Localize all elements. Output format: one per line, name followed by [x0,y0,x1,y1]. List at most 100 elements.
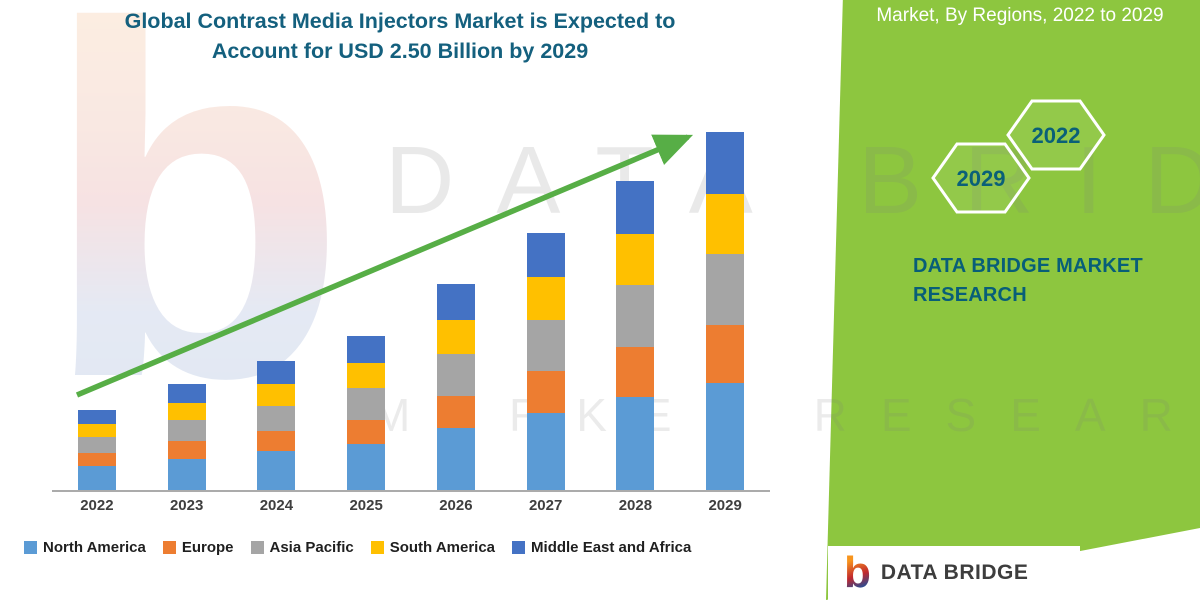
bar-segment [436,319,475,355]
stacked-bar [77,118,116,490]
bar-segment [347,362,386,389]
watermark-text-databridge: DATA BRIDGE [385,127,1200,234]
x-axis-label: 2025 [349,497,383,514]
bar-segment [257,361,296,385]
x-axis-label: 2028 [618,497,653,514]
chart-legend: North America Europe Asia Pacific South Ame… [24,539,691,556]
bar-segment [167,402,206,420]
x-axis-labels: 2022 2023 2024 2025 2026 2027 2028 2029 [52,497,770,514]
bar-segment [77,409,116,425]
watermark-logo-b: b [42,0,347,452]
databridge-logo-icon: b [844,548,871,598]
bar-segment [526,371,565,413]
bar-segment [167,441,206,459]
plot-area [52,118,770,492]
trend-arrow-line [75,134,694,398]
bar-segment [77,465,116,490]
legend-label: Europe [181,539,234,556]
chart-title-line1: Global Contrast Media Injectors Market i… [124,9,676,33]
x-axis-label: 2029 [708,497,742,514]
legend-item: Europe [162,539,234,556]
brand-line2: RESEARCH [913,284,1027,306]
bar-segment [167,384,206,403]
bar-segment [167,419,206,442]
bar-segment [616,346,655,397]
bar-segment [436,395,475,429]
bar-segment [706,325,745,383]
hexagon-2022 [1006,99,1106,171]
legend-item: North America [24,539,146,556]
x-axis-label: 2027 [528,497,563,514]
bar-segment [436,428,475,490]
bar-segment [436,284,475,320]
legend-label: Middle East and Africa [531,539,692,556]
x-axis-label: 2022 [80,497,114,514]
bar-segment [77,452,116,466]
x-axis-label: 2024 [259,497,294,514]
footer-logo-card: b DATA BRIDGE [828,546,1080,600]
bar-segment [616,397,655,490]
hexagon-2022-label: 2022 [1032,123,1081,148]
bar-segment [706,253,745,326]
brand-line1: DATA BRIDGE MARKET [913,255,1143,277]
bar-segment [706,193,745,254]
bar-segment [257,384,296,406]
legend-item: Middle East and Africa [512,539,691,556]
watermark-text-marketresearch: MARKET RESEARCH [372,389,1200,441]
bar-segment [257,431,296,452]
bar-segment [706,132,745,194]
legend-item: Asia Pacific [250,539,354,556]
bar-segment [526,412,565,490]
legend-item: South America [370,539,496,556]
bar-segment [616,180,655,234]
chart-title-line2: Account for USD 2.50 Billion by 2029 [211,39,589,64]
bar-column [321,118,411,490]
bar-segment [77,424,116,438]
bar-segment [526,276,565,320]
hexagon-2029 [931,142,1031,214]
x-axis-label: 2023 [169,497,204,514]
bar-column [52,118,142,490]
bar-segment [436,354,475,396]
legend-swatch [512,541,526,554]
chart-title: Global Contrast Media Injectors Market i… [55,6,745,66]
stacked-bar [706,118,745,490]
bar-column [680,118,770,490]
bar-segment [77,437,116,453]
bar-segment [706,382,745,490]
bar-segment [167,458,206,490]
right-panel-heading: Market, By Regions, 2022 to 2029 [876,5,1164,26]
x-axis-label: 2026 [439,497,473,514]
legend-swatch [24,541,37,554]
bar-segment [257,405,296,432]
bar-column [142,118,232,490]
trend-arrow [75,134,694,398]
hexagon-2029-label: 2029 [957,166,1006,191]
bar-segment [257,451,296,490]
footer-brand-text: DATA BRIDGE [880,561,1029,584]
legend-label: South America [389,539,496,556]
bar-column [232,118,322,490]
stacked-bar [616,118,655,490]
legend-swatch [370,541,384,554]
right-panel-background [826,0,1200,600]
bar-segment [526,232,565,277]
legend-swatch [250,541,264,554]
stacked-bar [526,118,565,490]
stacked-bar [257,118,296,490]
bar-segment [347,335,386,363]
right-panel-brand: DATA BRIDGE MARKET RESEARCH [913,252,1143,310]
bar-segment [526,319,565,372]
bar-column [411,118,501,490]
hexagon-badges: 2029 2022 [931,99,1106,214]
legend-label: North America [43,539,146,556]
bar-segment [616,233,655,286]
bar-segment [347,388,386,420]
legend-swatch [162,541,176,554]
bar-column [501,118,591,490]
bar-segment [616,285,655,347]
stacked-bar [167,118,206,490]
stacked-bar [347,118,386,490]
stacked-bar [436,118,475,490]
